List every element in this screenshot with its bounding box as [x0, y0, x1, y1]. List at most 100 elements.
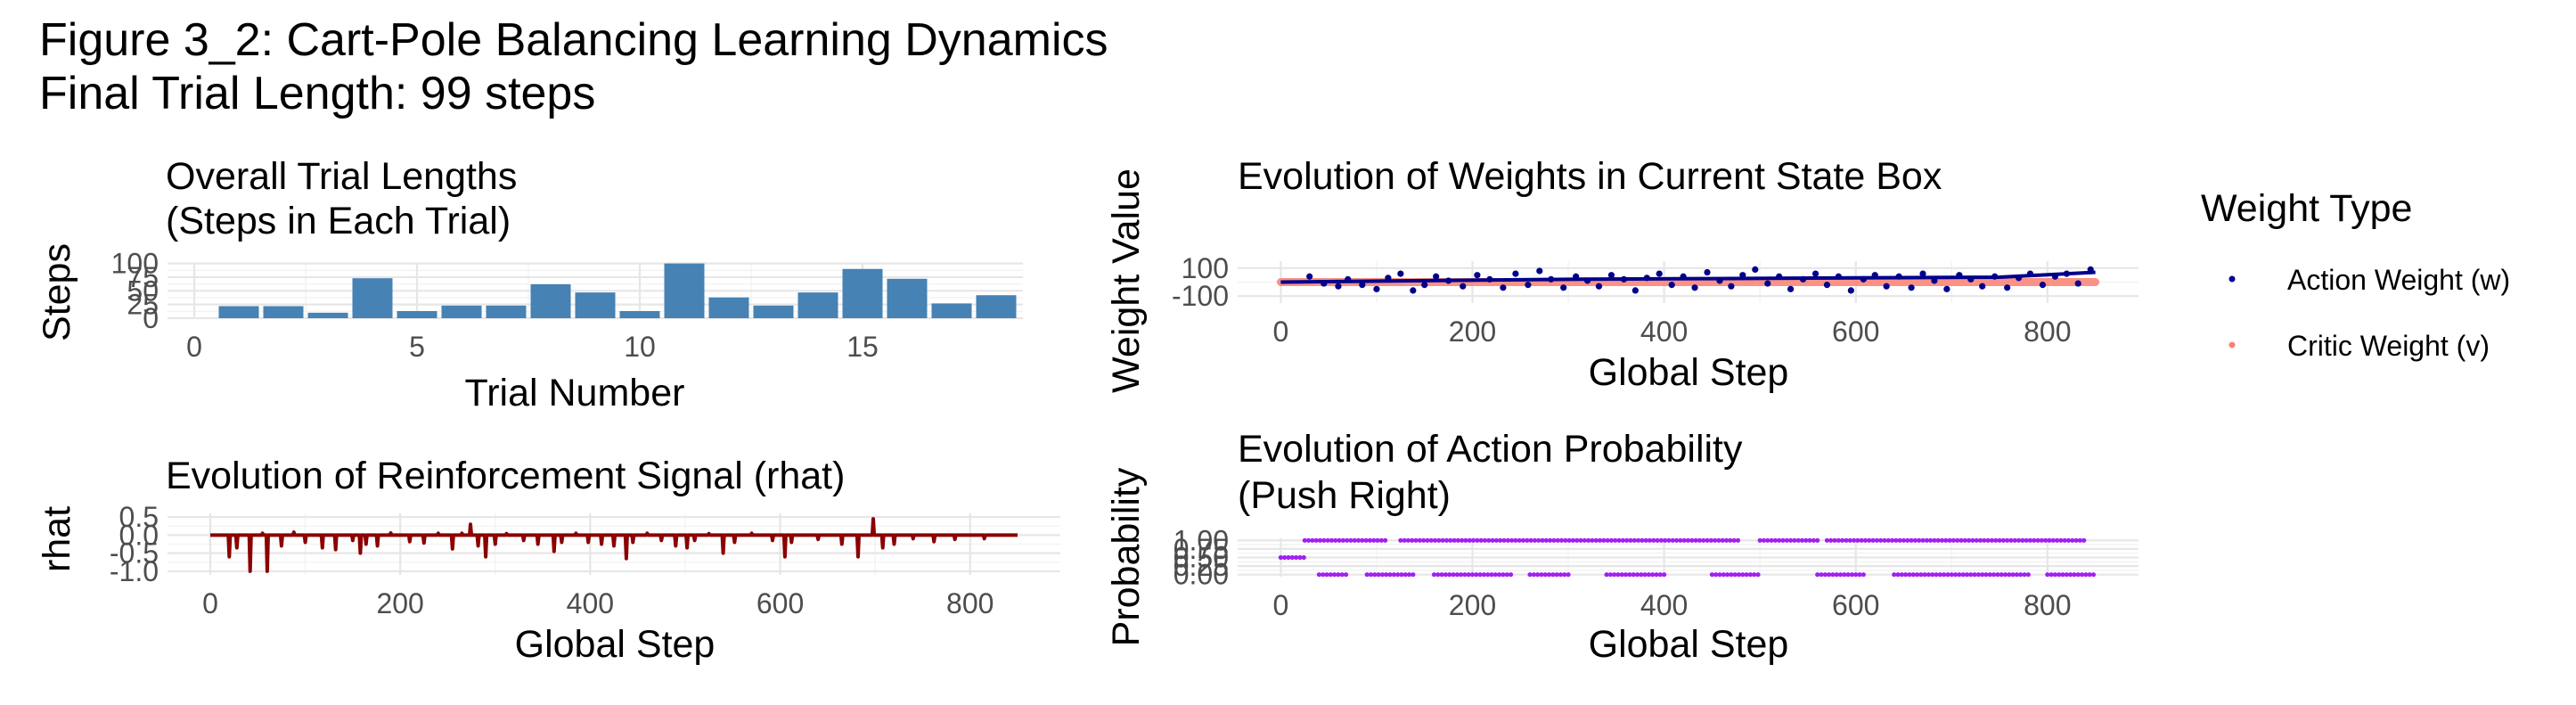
action-weight-point [1739, 272, 1746, 279]
probability-point [1874, 537, 1879, 543]
probability-point [2007, 572, 2012, 578]
action-weight-point [1433, 273, 1440, 280]
action-prob-x-tick-label: 0 [1273, 589, 1289, 621]
probability-point [1582, 537, 1587, 543]
probability-point [1995, 572, 2000, 578]
probability-point [1735, 537, 1741, 543]
rhat-x-tick-label: 400 [567, 587, 614, 619]
probability-point [1460, 537, 1465, 543]
probability-point [1413, 537, 1419, 543]
trial-bar [708, 297, 749, 318]
probability-point [1815, 537, 1820, 543]
action-weight-point [1967, 275, 1975, 283]
probability-point [2079, 572, 2085, 578]
probability-point [1999, 572, 2004, 578]
probability-point [1912, 537, 1918, 543]
probability-point [1842, 572, 1847, 578]
panel-weights-title: Evolution of Weights in Current State Bo… [1238, 155, 1942, 198]
probability-point [1548, 537, 1553, 543]
probability-point [1410, 537, 1415, 543]
action-weight-point [1871, 272, 1878, 279]
trial-lengths-y-tick-label: 75 [127, 261, 159, 293]
probability-point [1501, 572, 1506, 578]
action-weight-point [1860, 275, 1867, 283]
probability-point [1421, 537, 1427, 543]
action-weight-point [2039, 282, 2047, 289]
probability-point [1329, 537, 1335, 543]
action-weight-point [1764, 280, 1771, 287]
probability-point [1340, 537, 1345, 543]
trial-bar [619, 311, 660, 318]
probability-point [2057, 572, 2062, 578]
action-weight-point [1956, 272, 1963, 279]
panel-rhat-title: Evolution of Reinforcement Signal (rhat) [166, 455, 845, 497]
action-weight-point [1895, 273, 1902, 280]
probability-point [1294, 554, 1299, 561]
probability-point [1822, 572, 1828, 578]
probability-point [2070, 537, 2075, 543]
probability-point [2032, 537, 2037, 543]
probability-point [1949, 572, 1954, 578]
probability-point [1550, 572, 1556, 578]
probability-point [1402, 537, 1407, 543]
panel-action-prob-title: Evolution of Action Probability [1238, 428, 1743, 471]
probability-point [1379, 572, 1386, 578]
probability-point [1828, 537, 1834, 543]
action-prob-y-tick-label: 0.00 [1174, 559, 1229, 591]
probability-point [1713, 572, 1719, 578]
action-weight-point [1359, 282, 1366, 289]
probability-point [1780, 537, 1786, 543]
probability-point [1708, 537, 1713, 543]
trial-bar [218, 306, 259, 318]
probability-point [1970, 537, 1975, 543]
probability-point [1987, 572, 1992, 578]
probability-point [1454, 572, 1460, 578]
legend-title: Weight Type [2201, 187, 2412, 230]
probability-point [2065, 537, 2072, 543]
probability-point [1470, 537, 1476, 543]
probability-point [1387, 572, 1393, 578]
probability-point [1885, 537, 1891, 543]
action-weight-point [1752, 266, 1759, 273]
trial-bar [397, 311, 438, 318]
probability-point [1689, 537, 1695, 543]
probability-point [2016, 537, 2022, 543]
trial-bar [797, 292, 838, 318]
probability-point [2058, 537, 2064, 543]
trial-bar [575, 292, 616, 318]
probability-point [1462, 572, 1468, 578]
probability-point [1508, 572, 1514, 578]
weights-x-tick-label: 400 [1640, 316, 1688, 348]
probability-point [1635, 537, 1641, 543]
probability-point [1447, 572, 1452, 578]
action-weight-point [2051, 273, 2059, 280]
figure-subtitle: Final Trial Length: 99 steps [39, 68, 595, 119]
probability-point [1517, 537, 1522, 543]
probability-point [2075, 572, 2081, 578]
rhat-x-tick-label: 600 [756, 587, 804, 619]
probability-point [1845, 572, 1851, 578]
probability-point [1765, 537, 1770, 543]
probability-point [1337, 537, 1342, 543]
probability-point [1909, 537, 1914, 543]
action-weight-point [1595, 283, 1603, 290]
probability-point [1478, 537, 1484, 543]
probability-point [1639, 572, 1644, 578]
probability-point [2050, 537, 2056, 543]
probability-point [1721, 572, 1726, 578]
action-weight-point [1512, 270, 1519, 277]
probability-point [1878, 537, 1884, 543]
action-weight-point [1321, 280, 1328, 287]
trial-bar [486, 305, 527, 318]
probability-point [1720, 537, 1725, 543]
probability-point [1597, 537, 1603, 543]
probability-point [1443, 572, 1448, 578]
action-weight-point [1548, 275, 1555, 283]
action-weight-point [1620, 275, 1628, 283]
action-weight-point [2026, 270, 2034, 277]
probability-point [1666, 537, 1672, 543]
action-weight-point [1643, 275, 1650, 282]
weights-y-tick-label: -100 [1172, 280, 1229, 312]
action-prob-ylabel: Probability [1105, 467, 1148, 646]
